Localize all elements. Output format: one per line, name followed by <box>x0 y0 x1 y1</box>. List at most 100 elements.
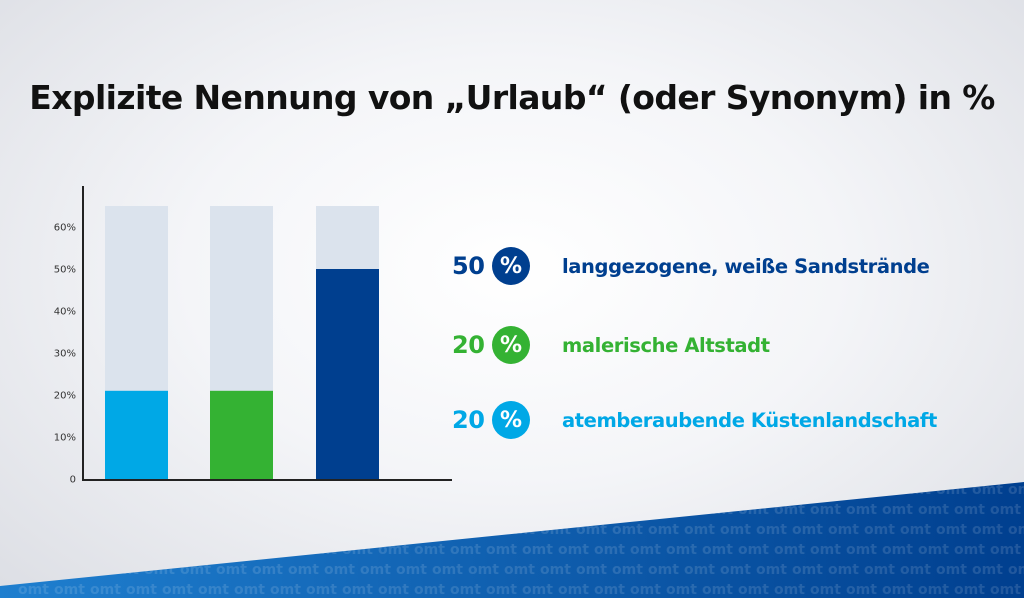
omt-watermark: omt <box>684 482 715 498</box>
omt-watermark: omt <box>936 522 967 538</box>
omt-watermark: omt <box>18 542 49 558</box>
omt-watermark: omt <box>630 542 661 558</box>
y-tick-label: 10% <box>54 433 76 444</box>
legend-value: 20 <box>452 331 485 359</box>
omt-watermark: omt <box>54 582 85 598</box>
omt-watermark: omt <box>216 562 247 578</box>
legend-item-sandstraende: 50 % langgezogene, weiße Sandstrände <box>452 246 930 286</box>
omt-watermark: omt <box>36 562 67 578</box>
omt-watermark: omt <box>324 562 355 578</box>
percent-badge-icon: % <box>492 247 530 285</box>
bar <box>316 269 379 479</box>
omt-watermark: omt <box>540 562 571 578</box>
omt-watermark: omt <box>342 582 373 598</box>
omt-watermark: omt <box>648 482 679 498</box>
omt-watermark: omt <box>306 542 337 558</box>
omt-watermark: omt <box>378 582 409 598</box>
omt-watermark: omt <box>396 522 427 538</box>
omt-watermark: omt <box>918 542 949 558</box>
omt-watermark: omt <box>594 502 625 518</box>
omt-watermark: omt <box>162 582 193 598</box>
omt-watermark: omt <box>18 582 49 598</box>
omt-watermark: omt <box>414 582 445 598</box>
omt-watermark: omt <box>612 562 643 578</box>
omt-watermark: omt <box>648 562 679 578</box>
legend-value: 20 <box>452 406 485 434</box>
y-tick-label: 30% <box>54 349 76 360</box>
omt-watermark: omt <box>90 502 121 518</box>
omt-watermark: omt <box>792 482 823 498</box>
omt-watermark: omt <box>522 582 553 598</box>
omt-watermark: omt <box>504 482 535 498</box>
omt-watermark: omt <box>396 482 427 498</box>
omt-watermark: omt <box>594 582 625 598</box>
omt-watermark: omt <box>216 482 247 498</box>
omt-watermark: omt <box>126 502 157 518</box>
omt-watermark: omt <box>288 522 319 538</box>
omt-watermark: omt <box>684 562 715 578</box>
omt-watermark: omt <box>540 522 571 538</box>
omt-watermark: omt <box>342 542 373 558</box>
omt-watermark: omt <box>738 542 769 558</box>
omt-watermark: omt <box>1008 522 1024 538</box>
percent-badge-icon: % <box>492 401 530 439</box>
omt-watermark: omt <box>504 562 535 578</box>
omt-watermark: omt <box>972 482 1003 498</box>
omt-watermark: omt <box>198 502 229 518</box>
omt-watermark: omt <box>36 522 67 538</box>
omt-watermark: omt <box>702 502 733 518</box>
omt-watermark: omt <box>468 562 499 578</box>
omt-watermark: omt <box>918 502 949 518</box>
omt-watermark: omt <box>0 562 31 578</box>
omt-watermark: omt <box>180 562 211 578</box>
omt-watermark: omt <box>612 482 643 498</box>
omt-watermark: omt <box>576 482 607 498</box>
omt-watermark: omt <box>810 542 841 558</box>
omt-watermark: omt <box>306 502 337 518</box>
omt-watermark: omt <box>882 502 913 518</box>
legend-item-altstadt: 20 % malerische Altstadt <box>452 325 770 365</box>
omt-watermark: omt <box>126 542 157 558</box>
omt-watermark: omt <box>432 562 463 578</box>
omt-watermark: omt <box>972 522 1003 538</box>
omt-watermark: omt <box>306 582 337 598</box>
omt-watermark: omt <box>864 522 895 538</box>
omt-watermark: omt <box>756 562 787 578</box>
omt-watermark: omt <box>990 502 1021 518</box>
omt-watermark: omt <box>756 482 787 498</box>
omt-watermark: omt <box>288 482 319 498</box>
y-tick-label: 50% <box>54 265 76 276</box>
omt-watermark: omt <box>486 502 517 518</box>
omt-watermark: omt <box>900 562 931 578</box>
omt-watermark: omt <box>738 582 769 598</box>
legend-item-kuestenlandschaft: 20 % atemberaubende Küstenlandschaft <box>452 400 937 440</box>
omt-watermark: omt <box>234 582 265 598</box>
percent-badge-icon: % <box>492 326 530 364</box>
omt-watermark: omt <box>954 582 985 598</box>
omt-watermark: omt <box>882 542 913 558</box>
omt-watermark: omt <box>0 482 31 498</box>
omt-watermark: omt <box>180 482 211 498</box>
omt-watermark: omt <box>936 482 967 498</box>
omt-watermark: omt <box>288 562 319 578</box>
omt-watermark: omt <box>972 562 1003 578</box>
bar-chart: 0 10% 20% 30% 40% 50% 60% <box>54 186 452 486</box>
omt-watermark: omt <box>18 502 49 518</box>
omt-watermark: omt <box>990 542 1021 558</box>
omt-watermark: omt <box>792 522 823 538</box>
omt-watermark: omt <box>522 542 553 558</box>
omt-watermark: omt <box>1008 482 1024 498</box>
omt-watermark: omt <box>666 542 697 558</box>
omt-watermark: omt <box>54 502 85 518</box>
omt-watermark: omt <box>162 542 193 558</box>
y-axis-ticks: 0 10% 20% 30% 40% 50% 60% <box>54 223 76 486</box>
omt-watermark: omt <box>378 542 409 558</box>
y-tick-label: 20% <box>54 391 76 402</box>
omt-watermark: omt <box>450 502 481 518</box>
omt-watermark: omt <box>594 542 625 558</box>
omt-watermark: omt <box>612 522 643 538</box>
omt-watermark: omt <box>450 582 481 598</box>
omt-watermark: omt <box>252 562 283 578</box>
omt-watermark: omt <box>576 562 607 578</box>
omt-watermark: omt <box>648 522 679 538</box>
